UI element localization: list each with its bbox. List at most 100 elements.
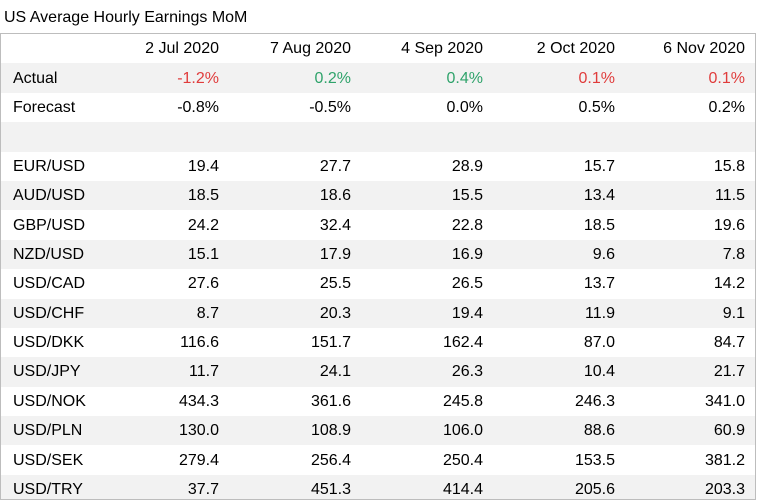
pair-value: 19.6 — [713, 216, 745, 234]
pair-value: 13.4 — [493, 180, 625, 211]
pair-value: 250.4 — [442, 451, 483, 469]
header-cell-date: 2 Jul 2020 — [145, 40, 219, 58]
actual-value: 0.4% — [361, 63, 493, 93]
actual-value: 0.1% — [625, 63, 755, 93]
pair-row: USD/DKK 116.6 151.7 162.4 87.0 84.7 — [1, 328, 755, 357]
pair-value: 17.9 — [229, 239, 361, 270]
row-label: Forecast — [13, 98, 76, 116]
pair-value: 27.7 — [319, 157, 351, 175]
pair-value: 451.3 — [229, 474, 361, 499]
pair-value: 10.4 — [493, 357, 625, 387]
pair-value: 24.2 — [187, 216, 219, 234]
pair-value: 13.7 — [583, 275, 615, 293]
header-cell-date: 6 Nov 2020 — [663, 40, 745, 58]
spacer-row — [1, 122, 755, 152]
header-cell-date: 2 Oct 2020 — [536, 40, 615, 58]
pair-row: NZD/USD 15.1 17.9 16.9 9.6 7.8 — [1, 239, 755, 270]
pair-value: 19.4 — [187, 157, 219, 175]
row-label: NZD/USD — [1, 239, 109, 270]
spacer-cell — [361, 122, 493, 152]
pair-value: 18.5 — [583, 216, 615, 234]
header-cell-date: 4 Sep 2020 — [401, 40, 483, 58]
pair-value: 19.4 — [361, 298, 493, 328]
pair-row: USD/SEK 279.4 256.4 250.4 153.5 381.2 — [1, 445, 755, 474]
forecast-row: Forecast -0.8% -0.5% 0.0% 0.5% 0.2% — [1, 93, 755, 122]
pair-value: 84.7 — [713, 334, 745, 352]
pair-value: 15.8 — [713, 157, 745, 175]
pair-value: 7.8 — [625, 239, 755, 270]
pair-value: 361.6 — [310, 392, 351, 410]
spacer-cell — [229, 122, 361, 152]
pair-value: 130.0 — [109, 416, 229, 446]
pair-value: 26.5 — [451, 275, 483, 293]
pair-row: USD/TRY 37.7 451.3 414.4 205.6 203.3 — [1, 474, 755, 499]
row-label: USD/JPY — [1, 357, 109, 387]
row-label: USD/DKK — [13, 334, 85, 352]
pair-value: 87.0 — [583, 334, 615, 352]
pair-value: 20.3 — [229, 298, 361, 328]
pair-value: 246.3 — [574, 392, 615, 410]
pair-value: 108.9 — [229, 416, 361, 446]
pair-value: 22.8 — [451, 216, 483, 234]
forecast-value: -0.5% — [309, 98, 351, 116]
pair-value: 279.4 — [178, 451, 219, 469]
forecast-value: 0.0% — [446, 98, 483, 116]
pair-row: USD/CHF 8.7 20.3 19.4 11.9 9.1 — [1, 298, 755, 328]
actual-value: 0.1% — [493, 63, 625, 93]
pair-value: 15.7 — [583, 157, 615, 175]
pair-value: 27.6 — [187, 275, 219, 293]
actual-row: Actual -1.2% 0.2% 0.4% 0.1% 0.1% — [1, 63, 755, 93]
spacer-cell — [493, 122, 625, 152]
pair-value: 11.7 — [109, 357, 229, 387]
pair-value: 11.9 — [493, 298, 625, 328]
pair-row: EUR/USD 19.4 27.7 28.9 15.7 15.8 — [1, 152, 755, 181]
pair-value: 60.9 — [625, 416, 755, 446]
pair-row: AUD/USD 18.5 18.6 15.5 13.4 11.5 — [1, 180, 755, 211]
pair-value: 381.2 — [704, 451, 745, 469]
pair-value: 18.6 — [229, 180, 361, 211]
row-label: AUD/USD — [1, 180, 109, 211]
pair-row: USD/CAD 27.6 25.5 26.5 13.7 14.2 — [1, 269, 755, 298]
row-label: USD/CAD — [13, 275, 86, 293]
data-table-frame: 2 Jul 2020 7 Aug 2020 4 Sep 2020 2 Oct 2… — [0, 33, 756, 500]
pair-value: 21.7 — [625, 357, 755, 387]
row-label: GBP/USD — [13, 216, 86, 234]
row-label: USD/PLN — [1, 416, 109, 446]
forecast-value: -0.8% — [177, 98, 219, 116]
pair-value: 25.5 — [319, 275, 351, 293]
row-label: USD/NOK — [13, 392, 86, 410]
pair-value: 203.3 — [625, 474, 755, 499]
pair-value: 151.7 — [310, 334, 351, 352]
pair-value: 116.6 — [180, 334, 219, 352]
actual-value: -1.2% — [109, 63, 229, 93]
row-label: USD/SEK — [13, 451, 84, 469]
pair-row: USD/PLN 130.0 108.9 106.0 88.6 60.9 — [1, 416, 755, 446]
pair-row: USD/JPY 11.7 24.1 26.3 10.4 21.7 — [1, 357, 755, 387]
pair-value: 341.0 — [704, 392, 745, 410]
pair-value: 24.1 — [229, 357, 361, 387]
forecast-value: 0.2% — [708, 98, 745, 116]
pair-value: 162.4 — [442, 334, 483, 352]
pair-value: 205.6 — [493, 474, 625, 499]
pair-value: 9.6 — [493, 239, 625, 270]
pair-row: USD/NOK 434.3 361.6 245.8 246.3 341.0 — [1, 387, 755, 416]
header-cell-date: 7 Aug 2020 — [270, 40, 351, 58]
pair-value: 16.9 — [361, 239, 493, 270]
table-body: Actual -1.2% 0.2% 0.4% 0.1% 0.1% Forecas… — [1, 63, 755, 499]
pair-value: 14.2 — [713, 275, 745, 293]
pair-value: 106.0 — [361, 416, 493, 446]
pair-value: 15.1 — [109, 239, 229, 270]
spacer-cell — [109, 122, 229, 152]
data-table: 2 Jul 2020 7 Aug 2020 4 Sep 2020 2 Oct 2… — [1, 34, 755, 499]
pair-value: 414.4 — [361, 474, 493, 499]
forecast-value: 0.5% — [578, 98, 615, 116]
pair-value: 256.4 — [310, 451, 351, 469]
pair-value: 28.9 — [451, 157, 483, 175]
row-label: EUR/USD — [13, 157, 86, 175]
pair-value: 434.3 — [178, 392, 219, 410]
pair-value: 153.5 — [574, 451, 615, 469]
pair-value: 11.5 — [625, 180, 755, 211]
header-cell-label — [1, 34, 109, 63]
pair-value: 8.7 — [109, 298, 229, 328]
